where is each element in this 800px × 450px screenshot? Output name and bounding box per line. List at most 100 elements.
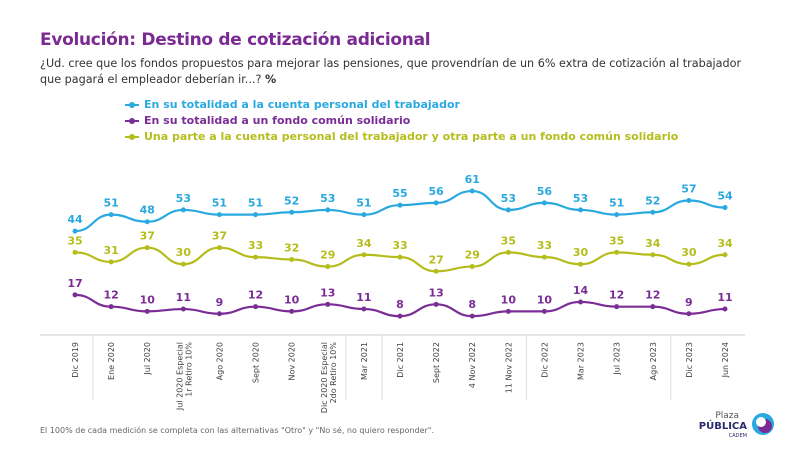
question: ¿Ud. cree que los fondos propuestos para… <box>40 57 742 86</box>
data-point <box>614 212 620 218</box>
legend-marker <box>125 101 139 108</box>
data-label: 52 <box>284 194 299 207</box>
x-tick-label: Jul 2020 <box>143 342 152 376</box>
data-label: 35 <box>501 234 516 247</box>
data-label: 10 <box>284 293 300 306</box>
chart-title: Evolución: Destino de cotización adicion… <box>40 30 431 50</box>
data-point <box>289 256 295 262</box>
x-tick-label: Ene 2020 <box>107 342 116 380</box>
data-label: 12 <box>609 289 624 302</box>
x-tick-label: Dic 2020 Especial2do Retiro 10% <box>320 342 338 414</box>
x-tick-label: Ago 2020 <box>215 342 224 380</box>
data-point <box>469 264 475 270</box>
x-tick-label: Dic 2021 <box>396 342 405 378</box>
data-point <box>72 292 78 298</box>
logo-text: PÚBLICA <box>699 419 748 432</box>
data-point <box>433 200 439 206</box>
data-label: 11 <box>356 291 371 304</box>
data-label: 13 <box>428 286 443 299</box>
x-tick-label: 4 Nov 2022 <box>468 342 477 388</box>
data-point <box>686 197 692 203</box>
data-label: 53 <box>176 192 191 205</box>
data-label: 32 <box>284 241 299 254</box>
data-label: 51 <box>248 197 263 210</box>
legend-item-mixto: Una parte a la cuenta personal del traba… <box>125 130 678 143</box>
x-tick-label: Sept 2020 <box>252 342 261 383</box>
x-tick-label: Mar 2021 <box>360 342 369 380</box>
data-point <box>722 306 728 312</box>
data-point <box>253 254 259 260</box>
data-point <box>289 209 295 215</box>
data-label: 31 <box>103 244 118 257</box>
data-label: 51 <box>212 197 227 210</box>
data-point <box>650 252 656 258</box>
data-point <box>397 254 403 260</box>
data-point <box>325 264 331 270</box>
data-label: 29 <box>465 249 480 262</box>
data-label: 27 <box>428 253 443 266</box>
data-label: 8 <box>396 298 404 311</box>
data-point <box>614 249 620 255</box>
data-point <box>144 308 150 314</box>
data-label: 35 <box>67 234 82 247</box>
data-label: 33 <box>248 239 263 252</box>
x-tick-label: Jul 2023 <box>613 342 622 376</box>
legend-marker <box>125 117 139 124</box>
data-label: 33 <box>537 239 552 252</box>
data-point <box>541 254 547 260</box>
data-label: 35 <box>609 234 624 247</box>
data-point <box>650 209 656 215</box>
unit: % <box>264 73 277 86</box>
data-label: 14 <box>573 284 589 297</box>
data-point <box>397 313 403 319</box>
data-point <box>578 207 584 213</box>
data-label: 11 <box>176 291 191 304</box>
data-label: 29 <box>320 249 335 262</box>
data-label: 53 <box>573 192 588 205</box>
data-label: 33 <box>392 239 407 252</box>
data-label: 12 <box>248 289 263 302</box>
legend-label: Una parte a la cuenta personal del traba… <box>144 130 679 143</box>
data-label: 13 <box>320 286 335 299</box>
data-point <box>433 301 439 307</box>
data-point <box>686 311 692 317</box>
plaza-publica-cadem-logo: Plaza PÚBLICA CADEM <box>699 411 774 439</box>
data-point <box>505 249 511 255</box>
data-label: 53 <box>501 192 516 205</box>
data-point <box>180 261 186 267</box>
data-point <box>650 304 656 310</box>
legend-label: En su totalidad a la cuenta personal del… <box>144 98 460 111</box>
data-label: 56 <box>428 185 444 198</box>
question-text: ¿Ud. cree que los fondos propuestos para… <box>40 56 760 88</box>
data-point <box>361 306 367 312</box>
data-point <box>216 245 222 251</box>
data-point <box>289 308 295 314</box>
data-point <box>72 228 78 234</box>
data-point <box>108 304 114 310</box>
x-tick-label: Dic 2023 <box>685 342 694 378</box>
data-point <box>469 188 475 194</box>
data-label: 51 <box>103 197 118 210</box>
data-label: 44 <box>67 213 83 226</box>
data-point <box>578 261 584 267</box>
x-tick-label: Jun 2024 <box>721 342 730 378</box>
data-point <box>505 207 511 213</box>
data-point <box>469 313 475 319</box>
legend-marker <box>125 133 139 140</box>
legend-label: En su totalidad a un fondo común solidar… <box>144 114 411 127</box>
data-point <box>108 259 114 265</box>
data-label: 17 <box>67 277 82 290</box>
x-tick-label: Mar 2023 <box>577 342 586 380</box>
data-point <box>578 299 584 305</box>
data-point <box>541 200 547 206</box>
data-point <box>325 301 331 307</box>
data-label: 37 <box>212 230 227 243</box>
data-point <box>180 306 186 312</box>
x-tick-label: Dic 2019 <box>71 342 80 378</box>
data-label: 61 <box>465 173 480 186</box>
data-point <box>614 304 620 310</box>
data-point <box>686 261 692 267</box>
x-tick-label: Dic 2022 <box>540 342 549 378</box>
data-point <box>722 205 728 211</box>
